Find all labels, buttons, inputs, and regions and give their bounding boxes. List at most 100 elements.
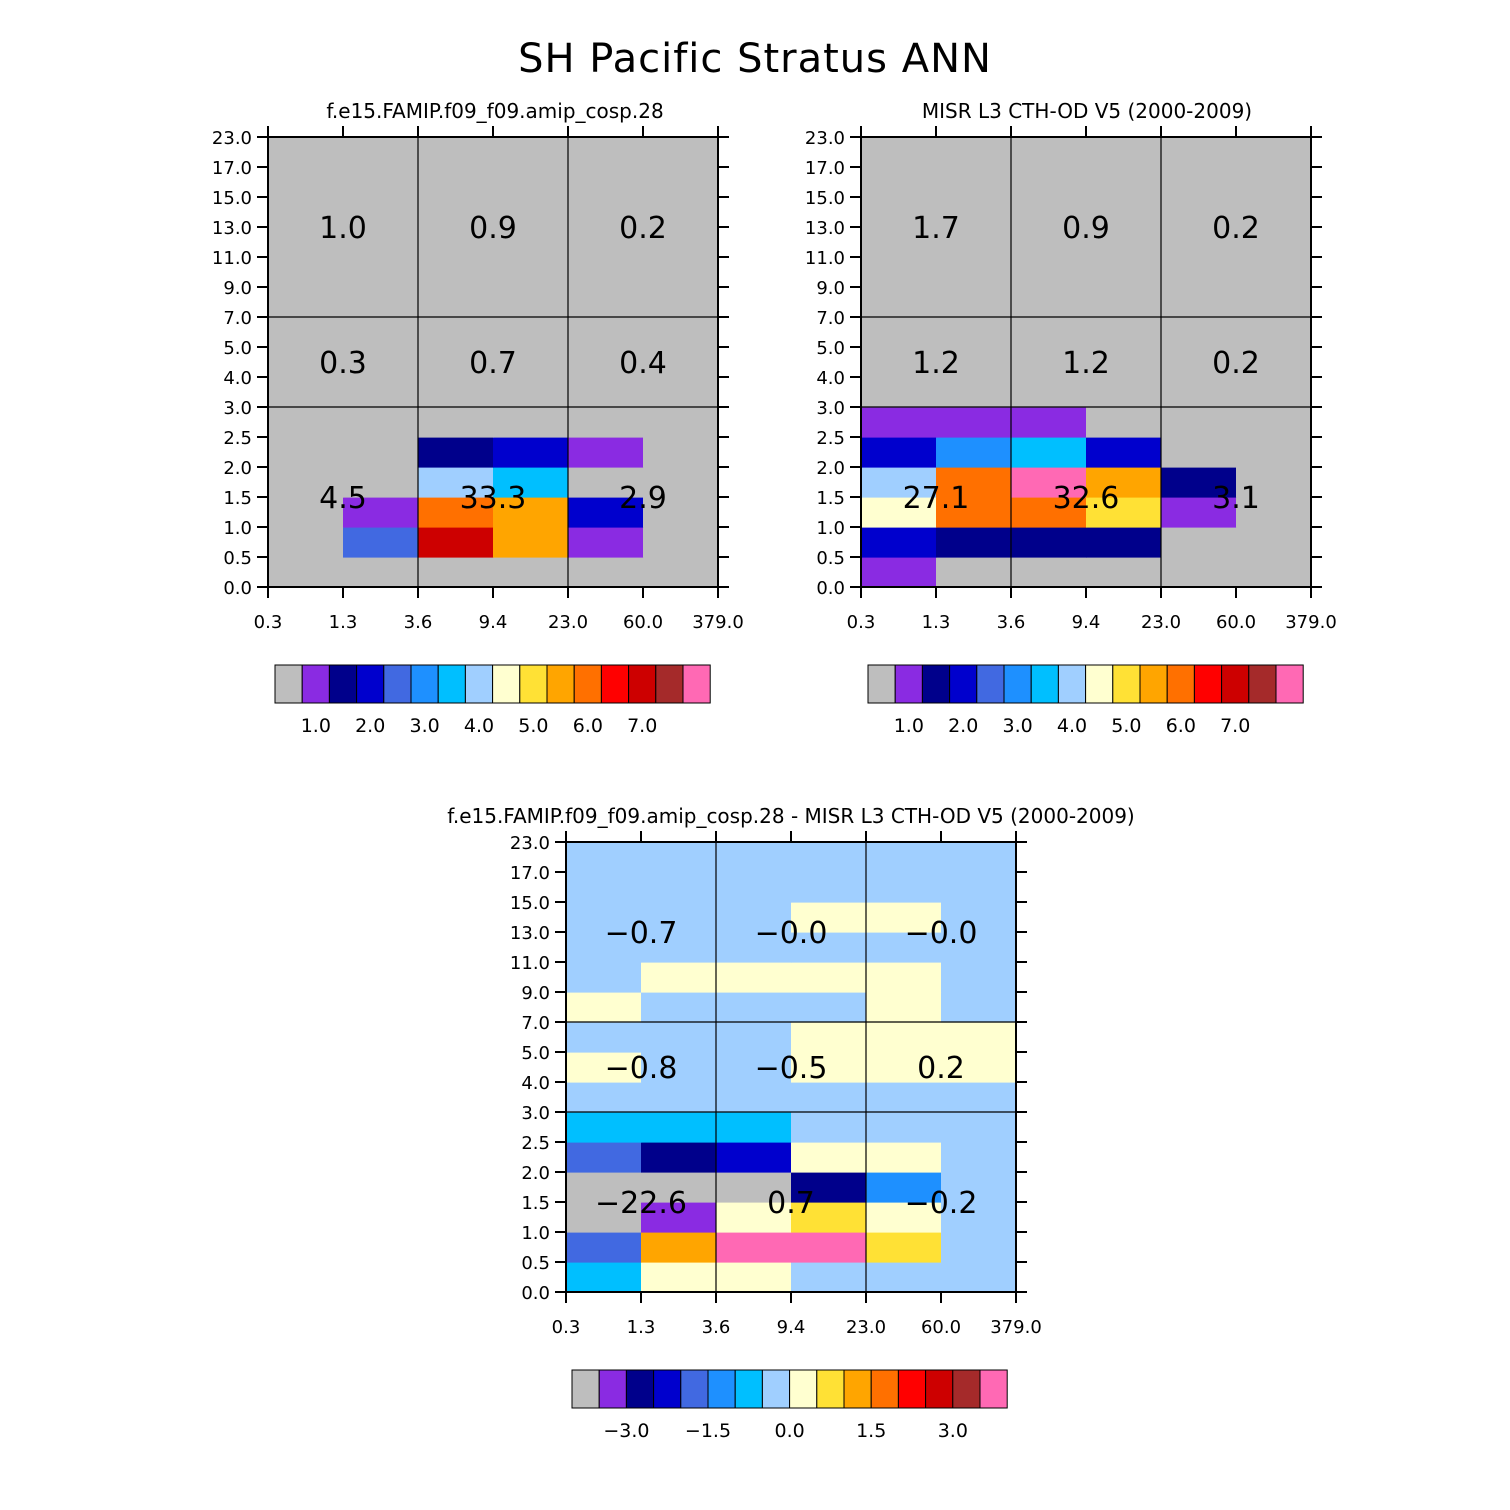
heatmap-cell [1011,287,1087,318]
heatmap-cell [866,902,942,933]
x-tick-label: 23.0 [548,612,588,633]
x-tick-label: 379.0 [990,1317,1042,1338]
heatmap-cell [643,407,719,438]
heatmap-cell [791,1052,867,1083]
heatmap-cell [941,1052,1017,1083]
heatmap-cell [641,1022,717,1053]
x-tick-label: 0.3 [552,1317,581,1338]
colorbar-label: 1.0 [301,715,331,737]
heatmap-cell [1011,527,1087,558]
x-tick-label: 3.6 [997,612,1026,633]
x-tick-label: 379.0 [692,612,744,633]
y-tick-label: 23.0 [510,833,550,854]
heatmap-cell [493,167,569,198]
y-tick-label: 3.0 [223,398,252,419]
colorbar-label: 7.0 [627,715,657,737]
colorbar: −3.0 −1.5 0.0 1.5 3.0 [571,1369,1008,1442]
heatmap-cell [1236,347,1312,378]
heatmap-cell [936,377,1012,408]
aggregate-label: −0.8 [605,1051,678,1086]
heatmap-cell [941,962,1017,993]
colorbar-box [870,1369,899,1409]
grid-lines [566,842,1016,1292]
heatmap-cell [791,1232,867,1263]
colorbar-box [843,1369,872,1409]
heatmap-cell [566,872,642,903]
colorbar-box [707,1369,736,1409]
heatmap-cell [941,1112,1017,1143]
heatmap-cell [941,932,1017,963]
heatmap-cell [1086,527,1162,558]
heatmap-cell [936,527,1012,558]
aggregate-label: 1.7 [912,211,960,246]
ticks [257,126,729,598]
heatmap-cell [861,317,937,348]
heatmap-cell [568,167,644,198]
heatmap-cell [268,557,344,588]
y-tick-label: 13.0 [805,218,845,239]
heatmap-cell [268,137,344,168]
colorbar-box [492,664,521,704]
y-tick-label: 1.0 [521,1223,550,1244]
aggregate-label: 2.9 [619,481,667,516]
heatmap-cell [641,1202,717,1233]
heatmap-cell [861,377,937,408]
heatmap-cell [866,842,942,873]
panel-title: f.e15.FAMIP.f09_f09.amip_cosp.28 [326,99,663,123]
colorbar-label: −1.5 [685,1420,731,1442]
y-tick-label: 13.0 [510,923,550,944]
heatmap-cell [936,497,1012,528]
heatmap-cell [1236,527,1312,558]
ticks [850,126,1322,598]
heatmap-cell [1236,557,1312,588]
colorbar-box [921,664,951,704]
heatmap-cell [641,1262,717,1293]
heatmap-cell [418,377,494,408]
heatmap-cell [343,347,419,378]
y-tick-label: 13.0 [212,218,252,239]
heatmap-cell [791,1202,867,1233]
heatmap-cell [641,1172,717,1203]
y-tick-label: 1.5 [521,1193,550,1214]
y-tick-label: 3.0 [521,1103,550,1124]
heatmap-cell [1161,377,1237,408]
heatmap-cell [861,227,937,258]
heatmap-cell [1236,227,1312,258]
heatmap-cell [1236,197,1312,228]
heatmap-cell [643,167,719,198]
y-tick-label: 1.5 [223,488,252,509]
colorbar-box [328,664,358,704]
heatmap-cell [716,872,792,903]
y-tick-label: 1.0 [816,518,845,539]
heatmap-cell [418,497,494,528]
heatmap-cell [1236,407,1312,438]
heatmap-cell [343,197,419,228]
heatmap-cell [641,962,717,993]
y-tick-label: 1.0 [223,518,252,539]
x-tick-label: 23.0 [846,1317,886,1338]
heatmap-cell [568,527,644,558]
y-tick-label: 17.0 [805,158,845,179]
heatmap-cell [343,257,419,288]
colorbar-box [1275,664,1304,704]
heatmap-cell [861,467,937,498]
y-tick-label: 11.0 [510,953,550,974]
heatmap-cell [1236,317,1312,348]
heatmap-cell [568,407,644,438]
heatmap-cell [866,872,942,903]
colorbar-box [789,1369,818,1409]
colorbar-box [1221,664,1250,704]
x-tick-label: 3.6 [702,1317,731,1338]
heatmap-cell [568,497,644,528]
heatmap-cell [343,137,419,168]
heatmap-cell [493,527,569,558]
heatmap-cell [1086,257,1162,288]
heatmap-cell [1236,167,1312,198]
grid-lines [268,137,718,587]
heatmap-cell [1161,467,1237,498]
heatmap-cell [566,902,642,933]
x-tick-label: 0.3 [254,612,283,633]
aggregate-label: 0.3 [319,346,367,381]
heatmap-cell [866,1082,942,1113]
